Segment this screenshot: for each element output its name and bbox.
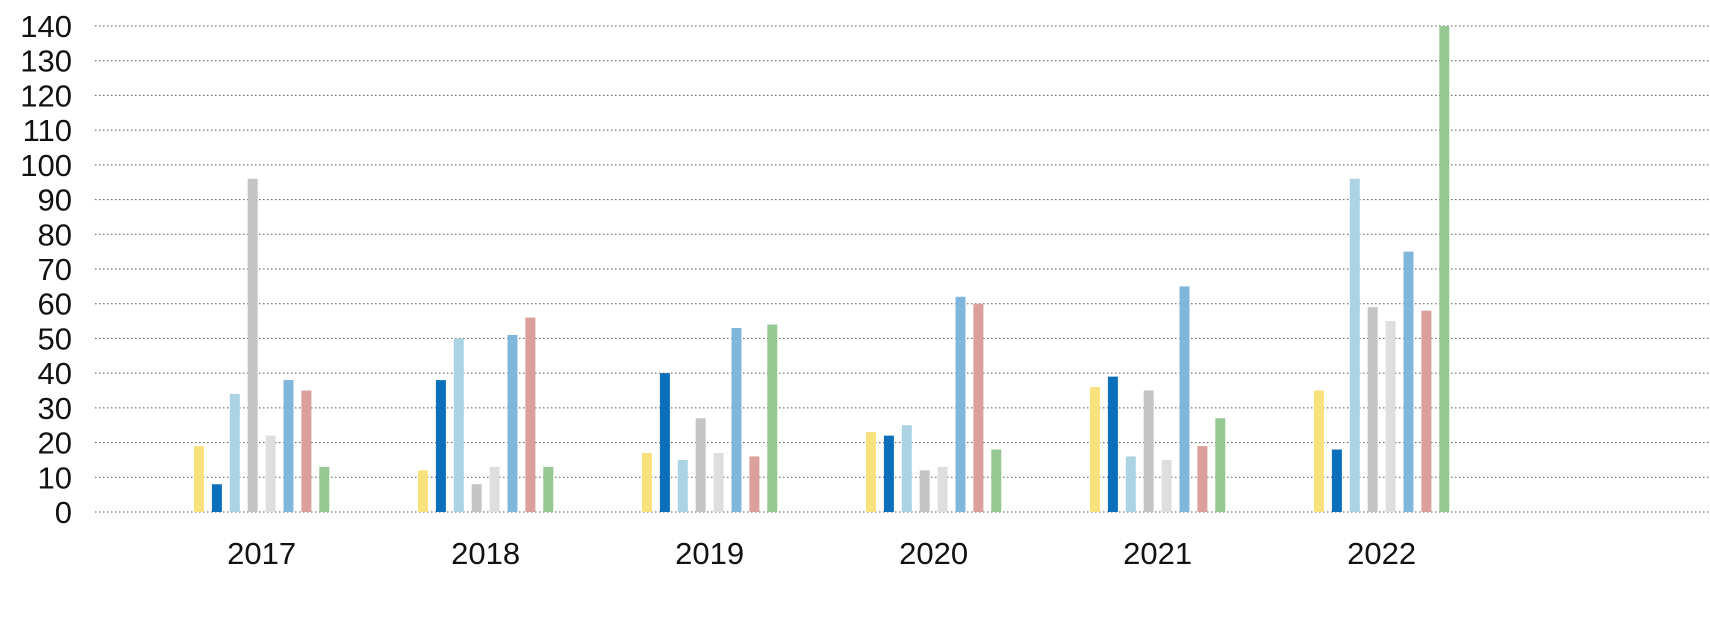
bar: [955, 296, 966, 512]
y-tick-label: 40: [38, 356, 72, 391]
bar: [1421, 310, 1432, 512]
y-tick-label: 50: [38, 321, 72, 356]
y-tick-label: 120: [20, 78, 72, 113]
bar: [1331, 449, 1342, 512]
y-tick-label: 10: [38, 460, 72, 495]
bar-group-2020: [866, 296, 1002, 512]
y-tick-label: 20: [38, 426, 72, 461]
bar: [866, 432, 876, 512]
y-tick-label: 70: [38, 252, 72, 287]
bar: [1107, 376, 1118, 512]
bar: [883, 435, 894, 512]
bar: [1439, 26, 1450, 512]
bar: [1403, 251, 1414, 512]
bar: [1314, 390, 1324, 512]
bar: [301, 390, 312, 512]
bar-group-2018: [418, 317, 554, 512]
bar: [1143, 390, 1154, 512]
y-tick-label: 30: [38, 391, 72, 426]
bar-group-2017: [194, 178, 330, 512]
bar-group-2019: [642, 324, 778, 512]
bar: [695, 418, 706, 512]
x-category-label: 2019: [675, 536, 744, 571]
bar: [247, 178, 258, 512]
bar: [749, 456, 760, 512]
bar: [1349, 178, 1360, 512]
bar: [767, 324, 778, 512]
bar: [1367, 307, 1378, 512]
bar-group-2021: [1090, 286, 1226, 512]
bar: [418, 470, 428, 512]
x-category-label: 2022: [1347, 536, 1416, 571]
bar: [713, 452, 724, 512]
y-tick-label: 110: [23, 113, 72, 148]
bar: [677, 459, 688, 512]
bar: [919, 470, 930, 512]
bar: [1385, 321, 1396, 512]
y-tick-label: 130: [20, 44, 72, 79]
bar: [1090, 387, 1100, 512]
bar: [991, 449, 1002, 512]
y-tick-label: 80: [38, 217, 72, 252]
bar: [659, 373, 670, 512]
y-tick-label: 140: [20, 9, 72, 44]
bar: [1179, 286, 1190, 512]
bar: [453, 338, 464, 512]
bar: [229, 393, 240, 512]
bar: [731, 328, 742, 512]
bar: [471, 484, 482, 512]
bar: [319, 466, 330, 512]
y-tick-label: 90: [38, 183, 72, 218]
bar: [642, 452, 652, 512]
gridlines: [95, 25, 1710, 513]
x-category-label: 2021: [1123, 536, 1192, 571]
x-axis-category-labels: 2017 2018 2019 2020 2021 2022: [227, 536, 1416, 571]
y-tick-label: 60: [38, 287, 72, 322]
x-category-label: 2017: [227, 536, 296, 571]
bar: [283, 380, 294, 512]
y-tick-label: 100: [20, 148, 72, 183]
x-category-label: 2018: [451, 536, 520, 571]
bar: [435, 380, 446, 512]
bar: [211, 484, 222, 512]
bar: [1125, 456, 1136, 512]
bar: [265, 435, 276, 512]
bar: [973, 303, 984, 512]
bar-group-2022: [1314, 26, 1450, 512]
bar: [1197, 446, 1208, 512]
bar: [194, 446, 204, 512]
bar: [1161, 459, 1172, 512]
bar: [507, 334, 518, 512]
bar: [1215, 418, 1226, 512]
bars: [194, 26, 1450, 512]
y-tick-label: 0: [55, 495, 72, 530]
bar: [543, 466, 554, 512]
bar: [901, 425, 912, 512]
bar: [525, 317, 536, 512]
bar: [937, 466, 948, 512]
x-category-label: 2020: [899, 536, 968, 571]
bar: [489, 466, 500, 512]
